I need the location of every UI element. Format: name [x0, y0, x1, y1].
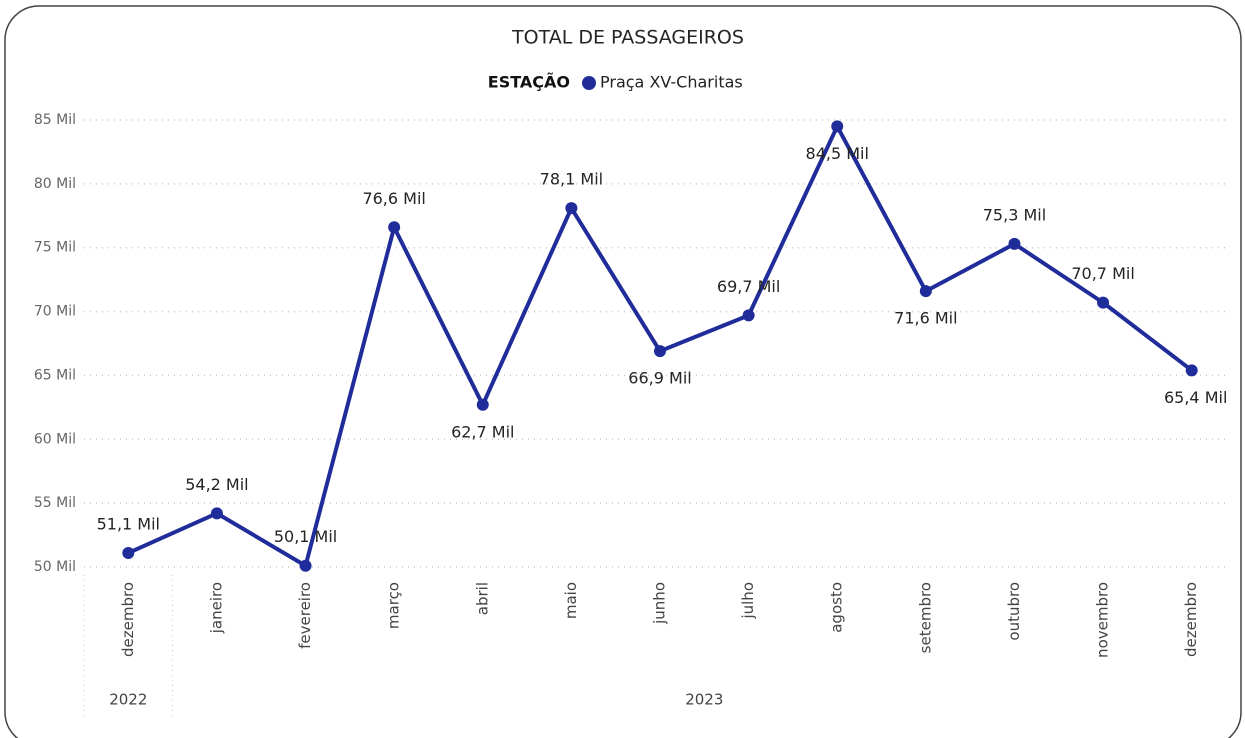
data-point	[1097, 296, 1110, 309]
chart-title: TOTAL DE PASSAGEIROS	[511, 27, 744, 49]
data-point	[742, 309, 755, 322]
y-tick-label: 60 Mil	[34, 431, 76, 447]
legend: ESTAÇÃO Praça XV-Charitas	[488, 73, 743, 92]
data-point	[654, 345, 666, 358]
data-label: 84,5 Mil	[806, 144, 869, 163]
y-tick-label: 65 Mil	[34, 367, 76, 383]
data-point	[1008, 237, 1021, 250]
data-point	[919, 285, 932, 298]
group-label: 2022	[109, 691, 147, 709]
data-label: 75,3 Mil	[983, 205, 1046, 224]
y-tick-label: 75 Mil	[34, 240, 76, 256]
x-tick-label: dezembro	[1182, 582, 1200, 657]
y-tick-label: 50 Mil	[34, 559, 76, 575]
x-tick-label: janeiro	[207, 582, 225, 634]
x-tick-label: agosto	[828, 582, 846, 633]
data-label: 66,9 Mil	[628, 369, 691, 388]
data-label: 69,7 Mil	[717, 277, 780, 296]
x-tick-label: maio	[562, 582, 580, 619]
data-label: 70,7 Mil	[1071, 264, 1134, 283]
data-point	[388, 221, 401, 234]
x-tick-label: outubro	[1005, 582, 1023, 641]
y-tick-label: 70 Mil	[34, 304, 76, 320]
data-point	[299, 559, 312, 572]
data-label: 62,7 Mil	[451, 422, 514, 441]
legend-entry: Praça XV-Charitas	[600, 73, 743, 92]
x-tick-label: fevereiro	[296, 582, 314, 649]
x-tick-label: abril	[473, 582, 491, 615]
data-point	[1185, 364, 1198, 377]
data-point	[565, 202, 578, 215]
y-tick-label: 55 Mil	[34, 495, 76, 511]
data-label: 51,1 Mil	[97, 514, 160, 533]
data-point	[210, 507, 223, 520]
data-label: 65,4 Mil	[1164, 388, 1227, 407]
legend-title: ESTAÇÃO	[488, 73, 570, 92]
data-point	[122, 546, 135, 559]
x-tick-label: novembro	[1094, 582, 1112, 658]
data-label: 76,6 Mil	[362, 189, 425, 208]
x-tick-label: junho	[651, 582, 669, 625]
data-label: 50,1 Mil	[274, 527, 337, 546]
y-tick-label: 80 Mil	[34, 176, 76, 192]
x-tick-label: março	[385, 582, 403, 629]
group-label: 2023	[685, 691, 723, 709]
x-tick-label: setembro	[916, 582, 934, 653]
x-tick-label: julho	[739, 582, 757, 620]
data-label: 54,2 Mil	[185, 475, 248, 494]
data-label: 71,6 Mil	[894, 309, 957, 328]
data-label: 78,1 Mil	[540, 170, 603, 189]
y-tick-label: 85 Mil	[34, 112, 76, 128]
panel-frame	[4, 5, 1242, 738]
legend-swatch	[582, 76, 596, 90]
data-point	[831, 120, 844, 133]
data-point	[476, 398, 489, 411]
x-tick-label: dezembro	[119, 582, 137, 657]
